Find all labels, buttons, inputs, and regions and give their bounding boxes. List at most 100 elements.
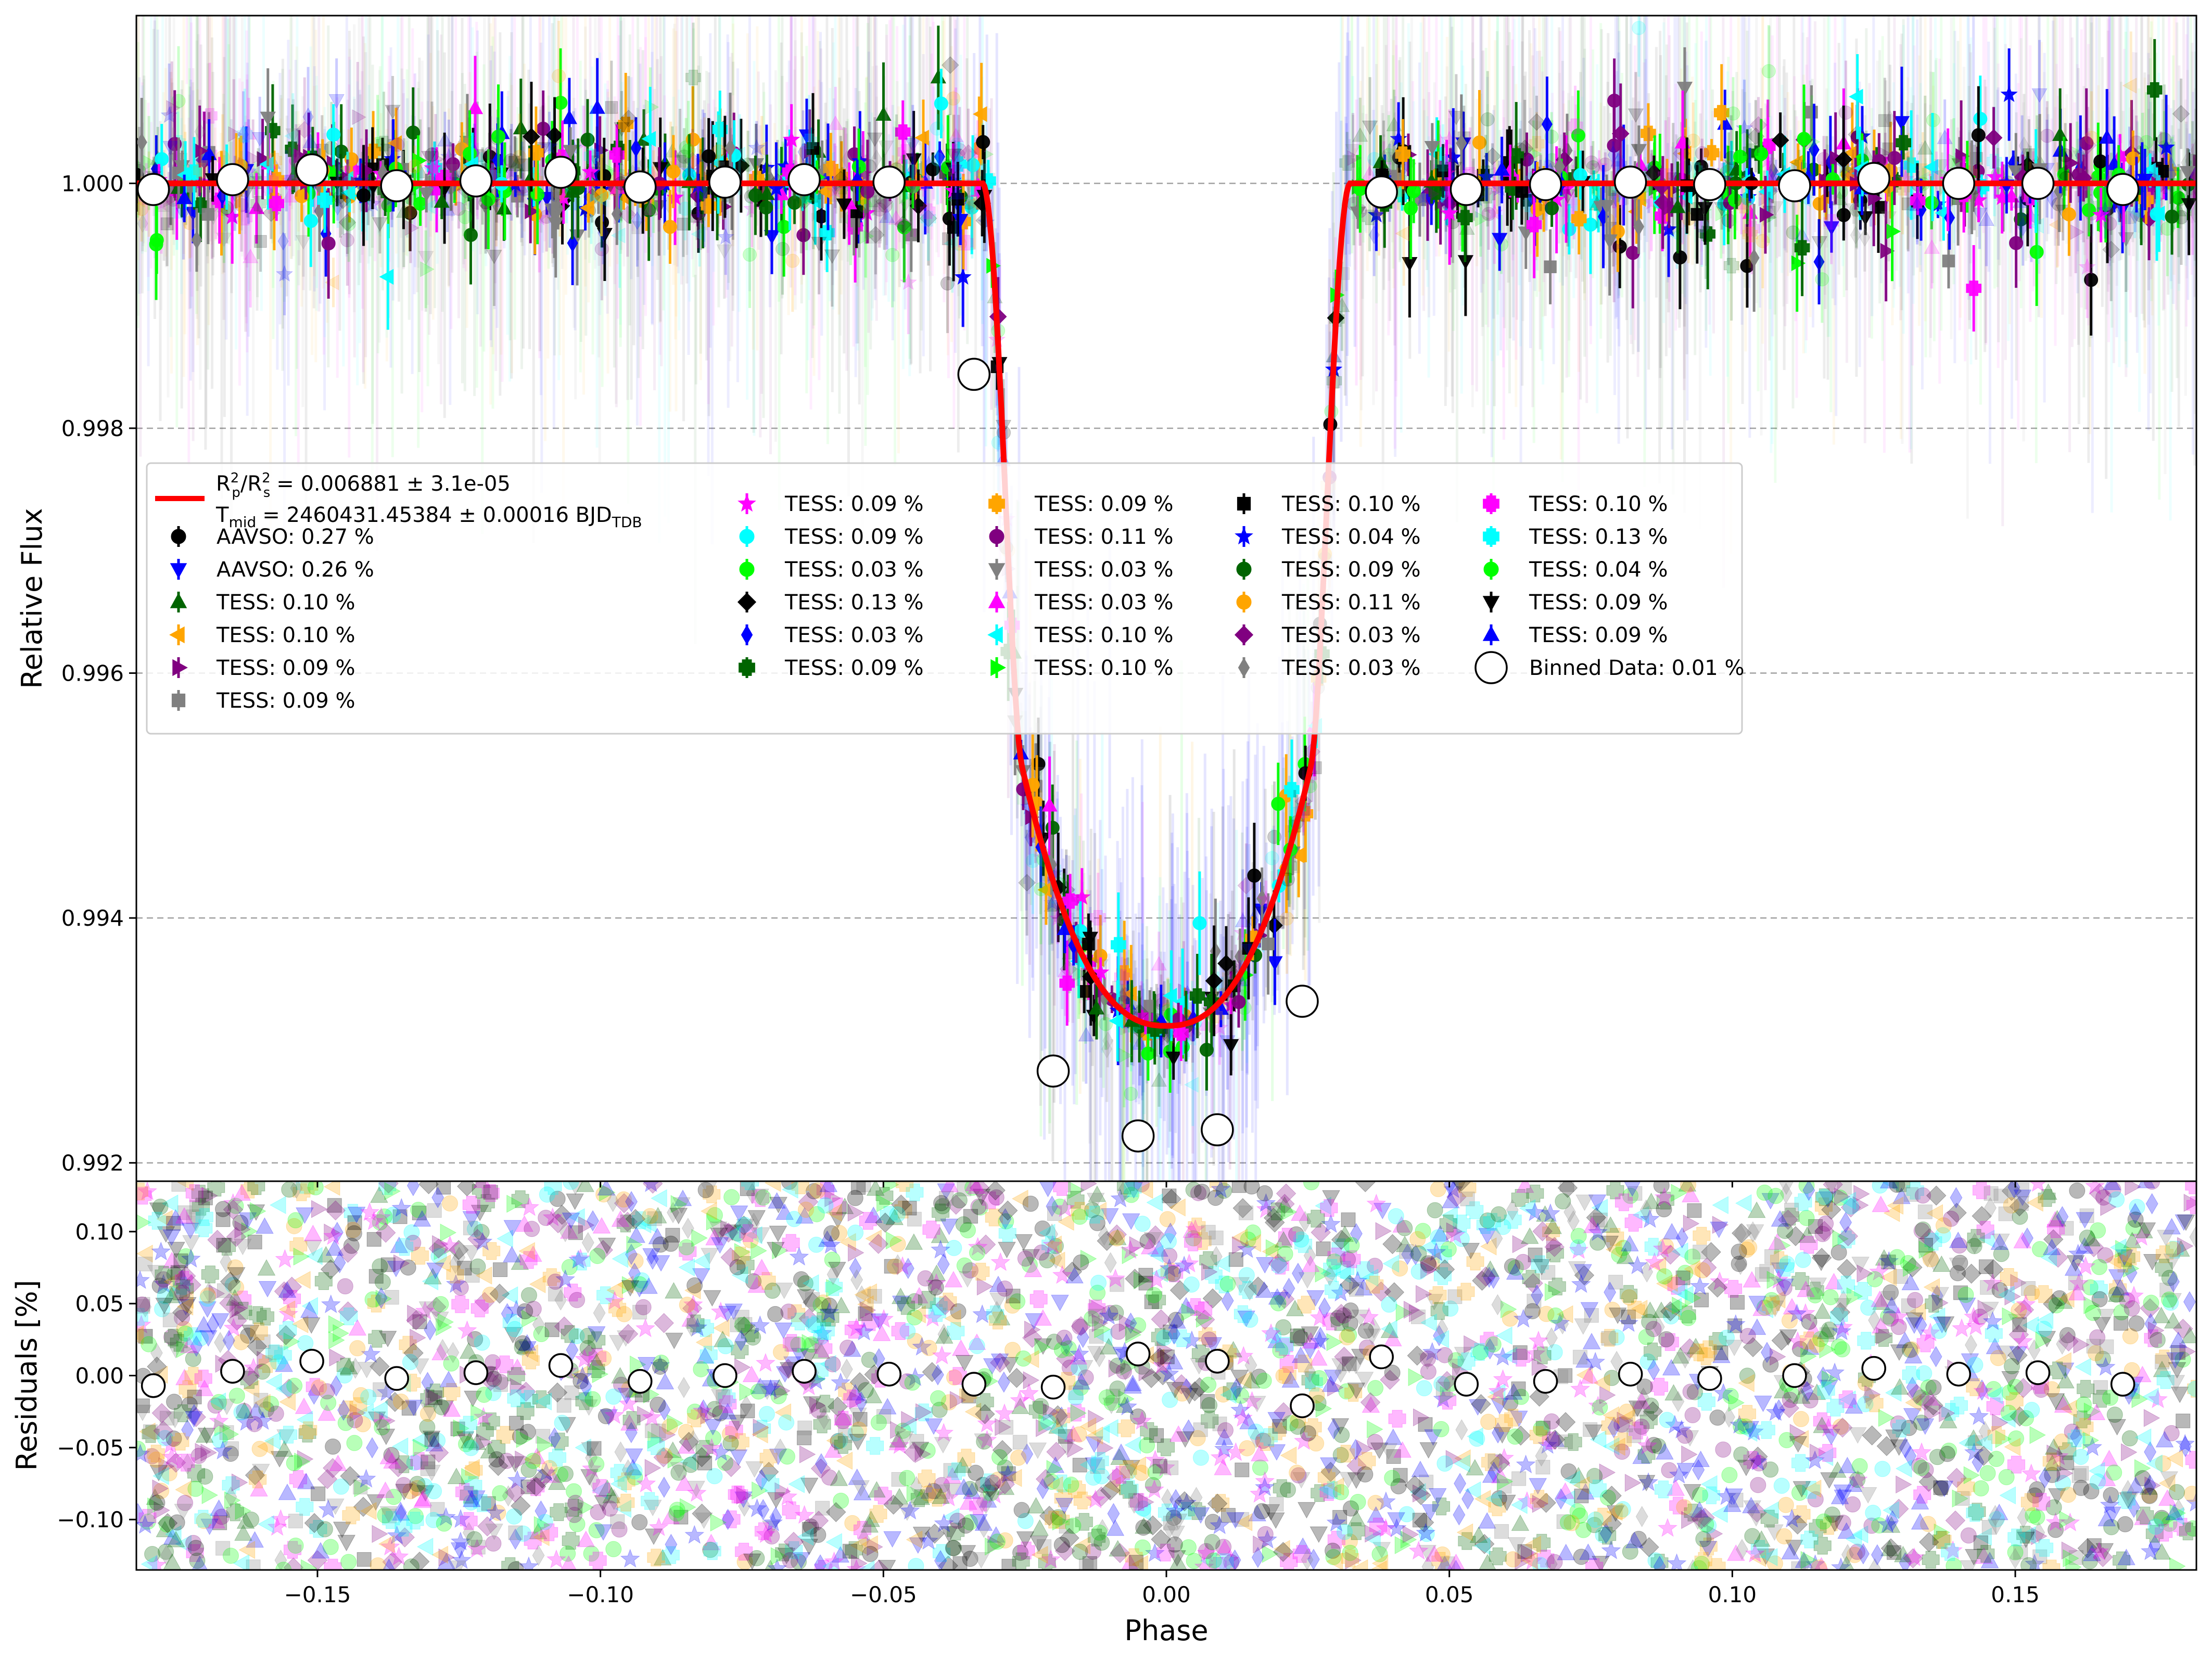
data-point [1726, 106, 1740, 121]
data-point [973, 106, 987, 122]
data-point [753, 141, 768, 157]
data-point [1073, 966, 1088, 982]
data-point [1559, 189, 1576, 204]
data-point [1944, 208, 1955, 227]
data-point [871, 149, 882, 168]
data-point [561, 109, 578, 124]
data-point [240, 125, 257, 140]
data-point [776, 241, 790, 256]
data-point [328, 94, 345, 109]
data-point [1756, 234, 1770, 248]
data-point [2179, 166, 2196, 181]
data-point [1073, 888, 1091, 905]
data-point [1771, 131, 1789, 149]
data-point [1526, 216, 1542, 233]
data-point [823, 161, 839, 176]
data-point [1723, 258, 1739, 274]
data-point [1480, 112, 1495, 126]
data-point [906, 153, 922, 168]
data-point [562, 145, 579, 160]
data-point [1806, 134, 1821, 150]
data-point [1347, 150, 1362, 166]
data-point [406, 125, 421, 140]
data-point [2029, 245, 2044, 259]
data-point [1059, 975, 1075, 991]
data-point [1887, 151, 1902, 165]
data-point [743, 200, 761, 216]
data-point [1082, 938, 1095, 951]
data-point [1811, 236, 1827, 251]
data-point [878, 140, 894, 155]
data-point [1786, 225, 1800, 240]
data-point [717, 228, 734, 245]
data-point [920, 203, 936, 219]
data-point [641, 131, 656, 147]
data-point [1101, 1039, 1113, 1058]
data-point [1109, 1013, 1124, 1029]
data-point [425, 147, 439, 162]
data-point [321, 236, 336, 251]
data-point [376, 136, 392, 151]
data-point [879, 208, 895, 223]
data-point [1598, 157, 1612, 172]
data-point [341, 217, 356, 232]
data-point [162, 140, 179, 156]
data-point [1481, 207, 1496, 221]
data-point [1573, 168, 1587, 182]
data-point [317, 193, 333, 208]
data-point [899, 273, 918, 290]
data-point [412, 163, 428, 178]
data-point [1077, 985, 1091, 998]
data-point [324, 274, 339, 290]
data-point [1612, 239, 1627, 254]
data-point [155, 152, 169, 167]
data-point [1791, 255, 1806, 272]
data-point [284, 128, 299, 144]
data-point [418, 187, 435, 202]
data-point [517, 158, 530, 172]
data-point [1598, 200, 1615, 214]
data-point [2099, 129, 2115, 144]
data-point [2103, 216, 2117, 231]
data-point [605, 101, 618, 114]
data-point [1151, 1072, 1167, 1087]
data-point [1924, 239, 1940, 254]
data-point [1078, 1027, 1094, 1042]
data-point [2093, 154, 2108, 169]
data-point [514, 181, 530, 196]
data-point [914, 130, 929, 146]
data-point [486, 250, 502, 264]
data-point [1192, 916, 1207, 930]
data-point [897, 220, 911, 235]
data-point [1880, 243, 1895, 259]
data-point [216, 233, 232, 247]
data-point [340, 160, 354, 176]
data-point [958, 235, 974, 251]
data-point [1812, 197, 1827, 211]
data-point [340, 233, 354, 247]
data-point [1045, 821, 1060, 835]
data-point [1057, 963, 1073, 978]
data-point [1645, 165, 1659, 180]
data-point [2079, 136, 2094, 150]
data-point [1823, 221, 1840, 236]
data-point [1256, 889, 1268, 908]
data-point [1099, 1017, 1113, 1031]
data-point [1690, 208, 1704, 221]
data-point [1124, 1087, 1138, 1101]
data-point [1917, 140, 1933, 155]
data-point [580, 132, 595, 147]
data-point [202, 108, 218, 124]
data-point [1761, 64, 1776, 79]
data-point [1395, 146, 1411, 162]
data-point [1199, 1043, 1214, 1057]
data-point [642, 200, 658, 215]
data-point [424, 159, 441, 176]
data-point [1607, 145, 1619, 164]
data-point [1584, 155, 1599, 170]
data-point [2172, 105, 2190, 123]
data-point [677, 149, 691, 164]
data-point [614, 122, 630, 137]
data-point [1839, 105, 1853, 120]
data-point [851, 159, 866, 174]
